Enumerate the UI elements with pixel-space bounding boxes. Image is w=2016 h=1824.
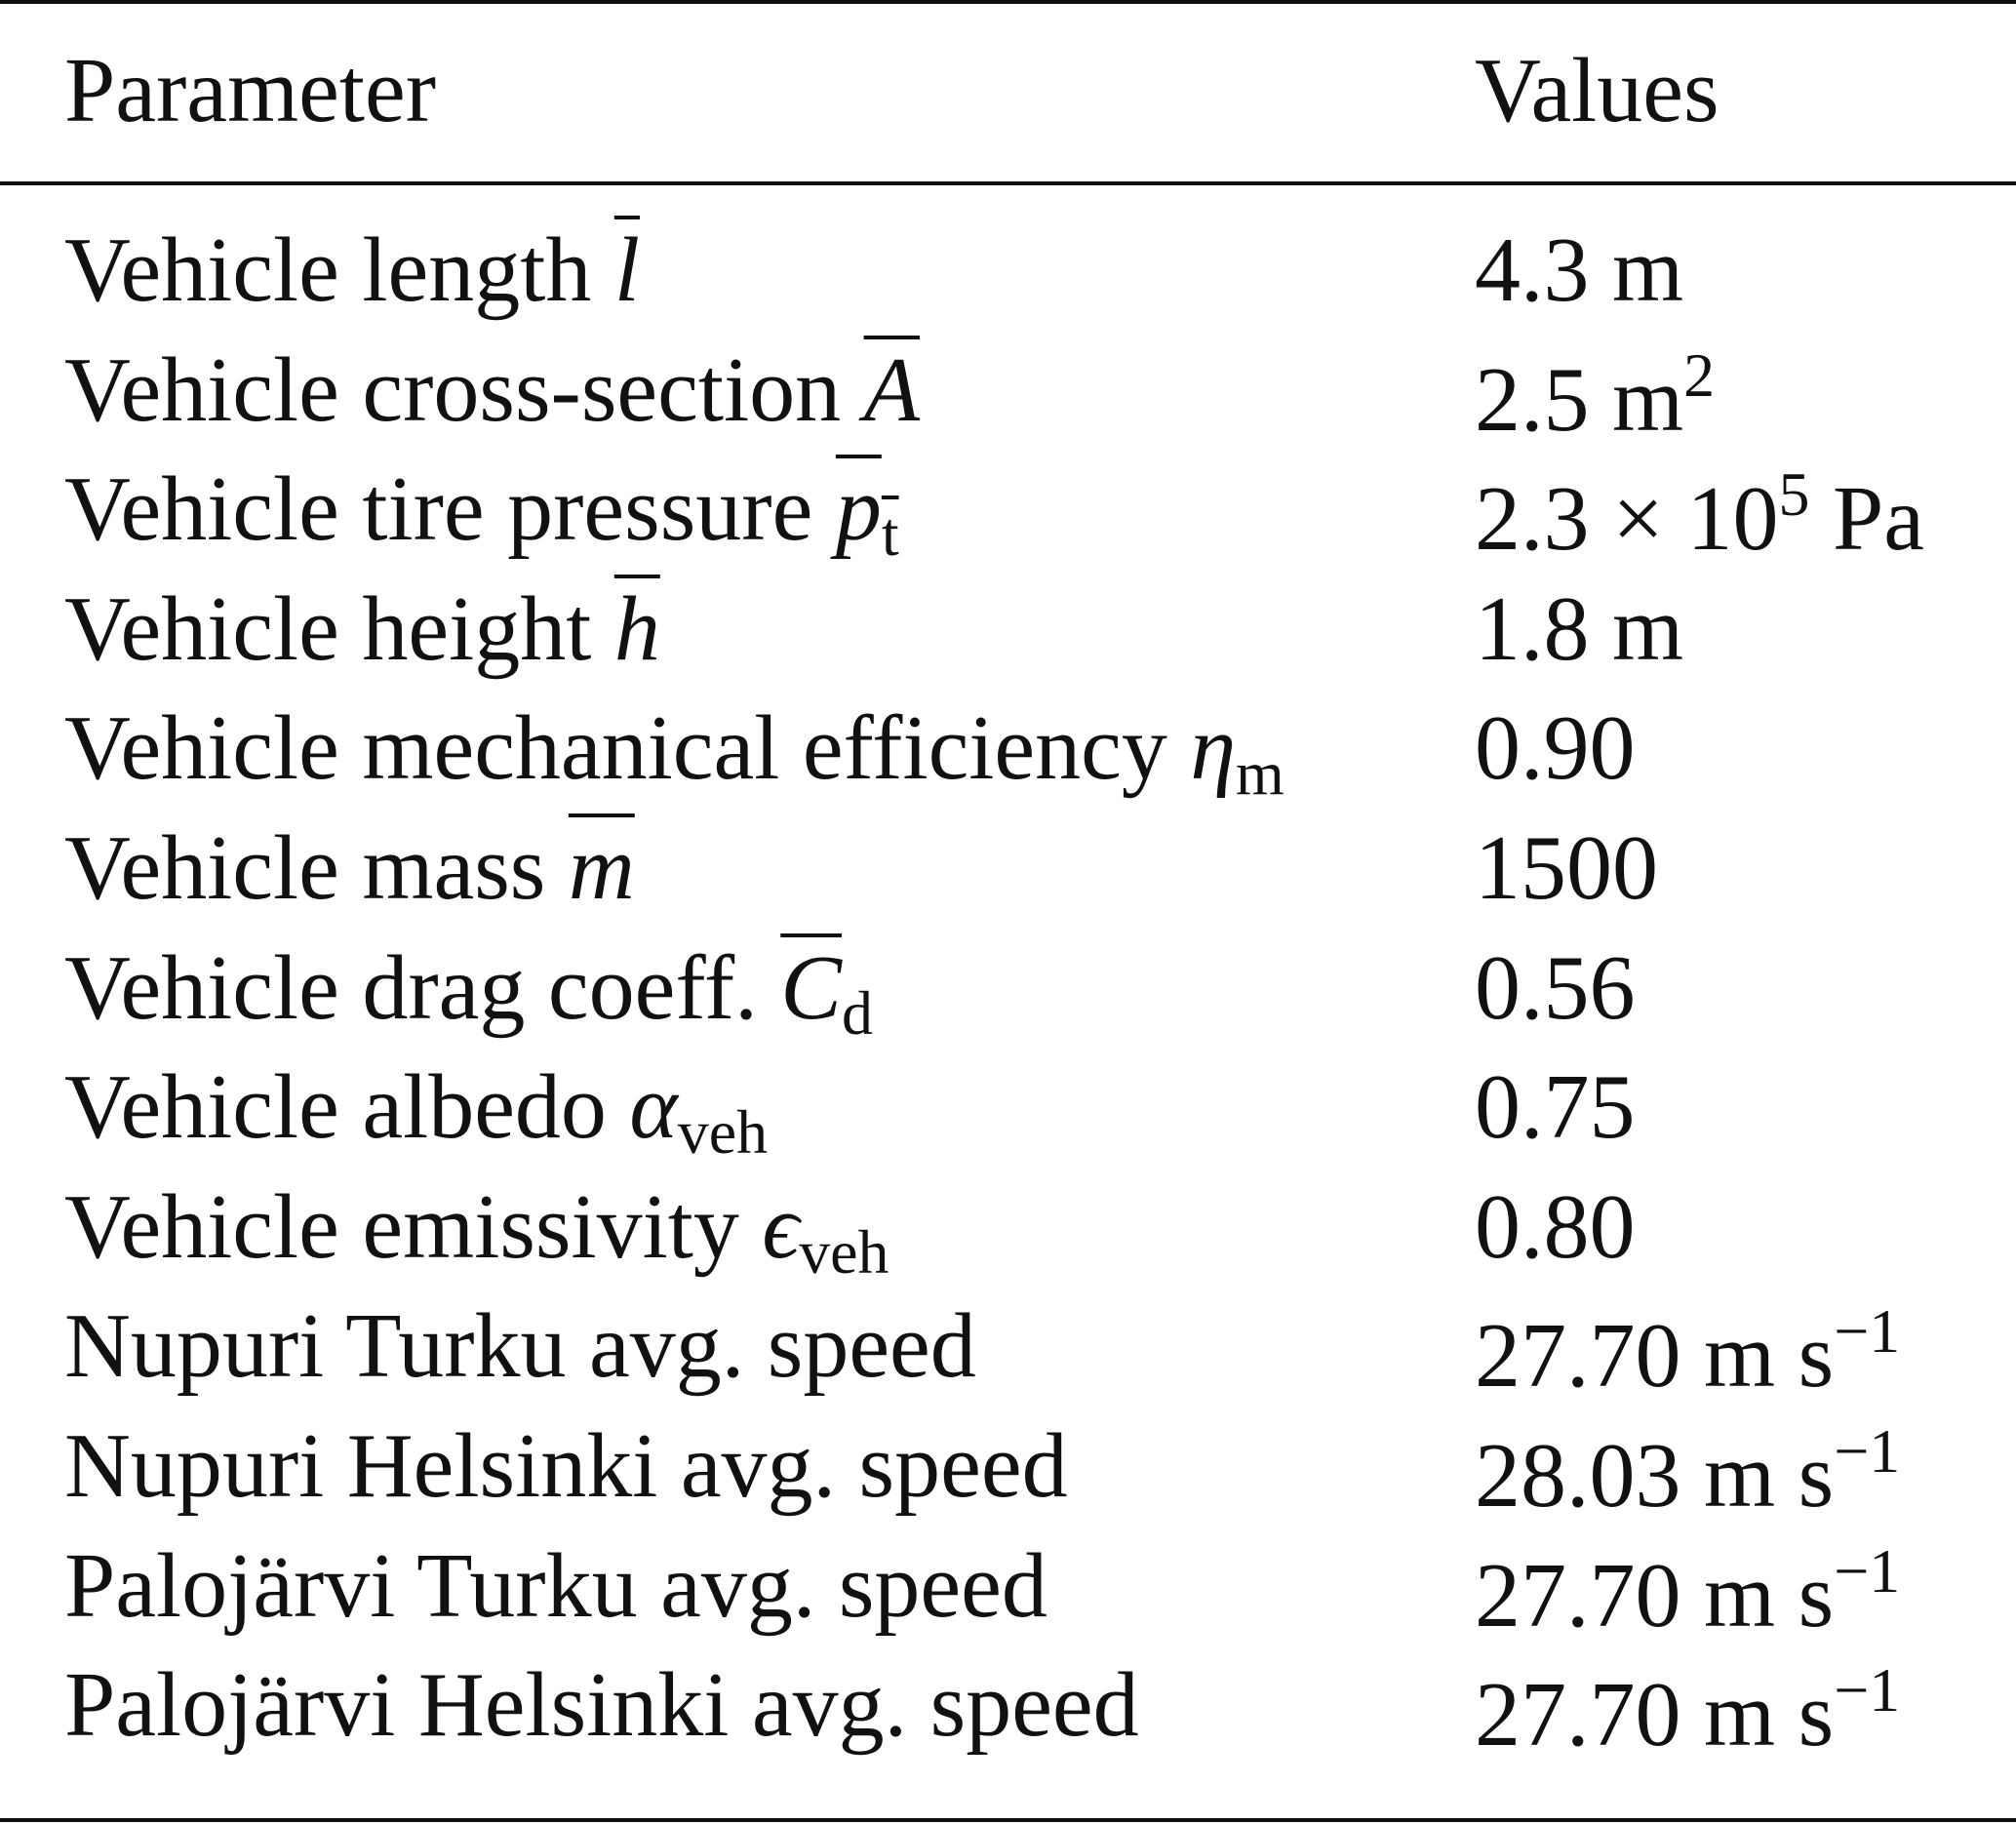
- text-segment: veh: [677, 1097, 769, 1168]
- text-segment: veh: [799, 1216, 889, 1287]
- text-segment: Vehicle mechanical efficiency: [64, 697, 1191, 800]
- parameter-cell: Nupuri Turku avg. speed: [64, 1300, 976, 1392]
- parameter-cell: Vehicle emissivity ϵveh: [64, 1181, 889, 1284]
- text-segment: 0.90: [1475, 697, 1636, 800]
- value-cell: 0.56: [1475, 942, 1636, 1034]
- parameter-cell: Vehicle cross-section A: [64, 344, 920, 436]
- value-cell: 27.70 m s−1: [1475, 1659, 1900, 1762]
- parameter-cell: Vehicle length l: [64, 224, 640, 316]
- text-segment: 27.70 m s: [1475, 1305, 1835, 1408]
- parameter-cell: Vehicle tire pressure pt: [64, 463, 899, 566]
- value-cell: 2.3 × 105 Pa: [1475, 463, 1924, 566]
- text-segment: p: [835, 458, 882, 561]
- parameter-cell: Vehicle height h: [64, 583, 660, 675]
- text-segment: Vehicle albedo: [64, 1056, 630, 1159]
- value-cell: 1.8 m: [1475, 583, 1683, 675]
- text-segment: m: [1236, 738, 1285, 809]
- parameter-cell: Nupuri Helsinki avg. speed: [64, 1420, 1068, 1512]
- text-segment: Pa: [1809, 468, 1924, 571]
- text-segment: l: [613, 219, 640, 321]
- text-segment: m: [568, 817, 635, 919]
- value-cell: 27.70 m s−1: [1475, 1539, 1900, 1642]
- text-segment: 2: [1683, 339, 1716, 410]
- text-segment: −1: [1834, 1296, 1901, 1367]
- parameter-cell: Vehicle mass m: [64, 822, 635, 914]
- value-cell: 0.80: [1475, 1181, 1636, 1273]
- text-segment: Nupuri Turku avg. speed: [64, 1295, 976, 1398]
- header-rule: [0, 181, 2016, 185]
- text-segment: α: [629, 1056, 678, 1159]
- text-segment: Vehicle drag coeff.: [64, 936, 781, 1039]
- text-segment: Vehicle tire pressure: [64, 458, 836, 561]
- value-cell: 2.5 m2: [1475, 343, 1715, 446]
- top-rule: [0, 0, 2016, 4]
- text-segment: Vehicle cross-section: [64, 338, 864, 441]
- header-parameter: Parameter: [64, 40, 437, 141]
- parameter-cell: Palojärvi Helsinki avg. speed: [64, 1659, 1139, 1751]
- parameter-cell: Vehicle albedo αveh: [64, 1061, 768, 1164]
- text-segment: 1.8 m: [1475, 577, 1684, 680]
- text-segment: 0.80: [1475, 1175, 1636, 1278]
- text-segment: 27.70 m s: [1475, 1544, 1835, 1646]
- value-cell: 0.75: [1475, 1061, 1636, 1153]
- text-segment: η: [1190, 697, 1236, 800]
- text-segment: 0.75: [1475, 1056, 1636, 1159]
- text-segment: −1: [1834, 1655, 1901, 1725]
- text-segment: 2.3 × 10: [1475, 468, 1779, 571]
- text-segment: 0.56: [1475, 936, 1636, 1039]
- text-segment: Vehicle length: [64, 219, 614, 321]
- header-values: Values: [1475, 40, 1720, 141]
- text-segment: 5: [1778, 459, 1810, 530]
- text-segment: 4.3 m: [1475, 219, 1684, 321]
- text-segment: Vehicle height: [64, 577, 614, 680]
- text-segment: 27.70 m s: [1475, 1664, 1835, 1766]
- value-cell: 28.03 m s−1: [1475, 1420, 1900, 1523]
- parameter-cell: Palojärvi Turku avg. speed: [64, 1540, 1048, 1632]
- text-segment: ϵ: [762, 1175, 800, 1278]
- value-cell: 1500: [1475, 822, 1658, 914]
- text-segment: t: [881, 499, 899, 570]
- parameter-cell: Vehicle mechanical efficiency ηm: [64, 702, 1285, 805]
- value-cell: 0.90: [1475, 702, 1636, 794]
- text-segment: Nupuri Helsinki avg. speed: [64, 1415, 1068, 1517]
- parameter-cell: Vehicle drag coeff. Cd: [64, 942, 873, 1045]
- text-segment: h: [613, 577, 660, 680]
- text-segment: 2.5 m: [1475, 348, 1684, 451]
- text-segment: A: [863, 338, 921, 441]
- text-segment: Vehicle emissivity: [64, 1175, 763, 1278]
- text-segment: d: [841, 977, 873, 1048]
- bottom-rule: [0, 1818, 2016, 1822]
- text-segment: −1: [1834, 1416, 1901, 1486]
- text-segment: 1500: [1475, 817, 1658, 919]
- value-cell: 27.70 m s−1: [1475, 1300, 1900, 1403]
- text-segment: C: [780, 936, 842, 1039]
- text-segment: Palojärvi Turku avg. speed: [64, 1534, 1048, 1637]
- value-cell: 4.3 m: [1475, 224, 1683, 316]
- text-segment: Palojärvi Helsinki avg. speed: [64, 1654, 1139, 1757]
- text-segment: Vehicle mass: [64, 817, 569, 919]
- text-segment: −1: [1834, 1535, 1901, 1606]
- text-segment: 28.03 m s: [1475, 1425, 1835, 1527]
